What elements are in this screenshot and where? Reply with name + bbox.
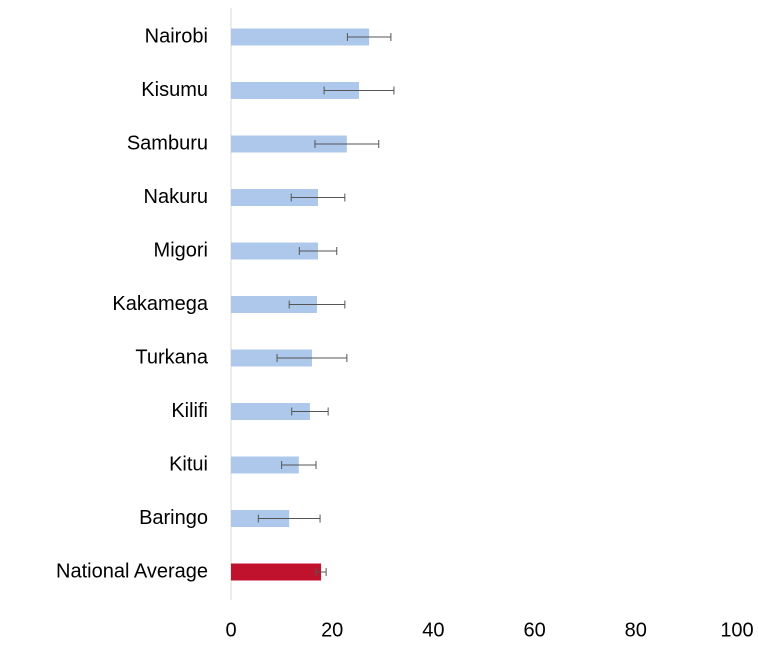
error-bar — [315, 568, 327, 576]
error-bar — [288, 300, 346, 309]
y-tick-label: Kitui — [169, 453, 208, 475]
x-tick-label: 80 — [625, 619, 647, 641]
x-tick-label: 100 — [720, 619, 753, 641]
y-tick-label: Turkana — [135, 346, 209, 368]
bar — [231, 456, 299, 474]
error-bar — [314, 140, 380, 148]
error-bar — [291, 407, 329, 416]
bar — [231, 349, 312, 367]
y-tick-label: Migori — [154, 239, 208, 261]
bar — [231, 28, 370, 46]
error-bar — [346, 33, 392, 41]
error-bar — [290, 193, 346, 202]
bar — [231, 135, 347, 153]
x-tick-label: 40 — [422, 619, 444, 641]
bar — [231, 403, 310, 420]
error-bar — [298, 247, 338, 255]
bar — [231, 242, 319, 260]
y-tick-label: National Average — [56, 560, 208, 582]
y-tick-label: Baringo — [139, 507, 208, 529]
y-tick-label: Kilifi — [171, 400, 208, 422]
y-tick-label: Samburu — [127, 132, 208, 154]
error-bar — [281, 461, 317, 469]
x-tick-label: 0 — [225, 619, 236, 641]
x-tick-label: 20 — [321, 619, 343, 641]
y-tick-label: Kakamega — [112, 293, 208, 315]
error-bar — [257, 514, 321, 523]
error-bar — [276, 354, 348, 362]
y-tick-label: Nakuru — [144, 186, 208, 208]
bar — [231, 189, 319, 206]
y-tick-label: Nairobi — [145, 25, 208, 47]
error-bar — [323, 86, 395, 95]
bar — [231, 82, 360, 99]
y-tick-label: Kisumu — [141, 79, 208, 101]
x-tick-label: 60 — [523, 619, 545, 641]
bar — [231, 563, 322, 581]
bar — [231, 296, 318, 313]
